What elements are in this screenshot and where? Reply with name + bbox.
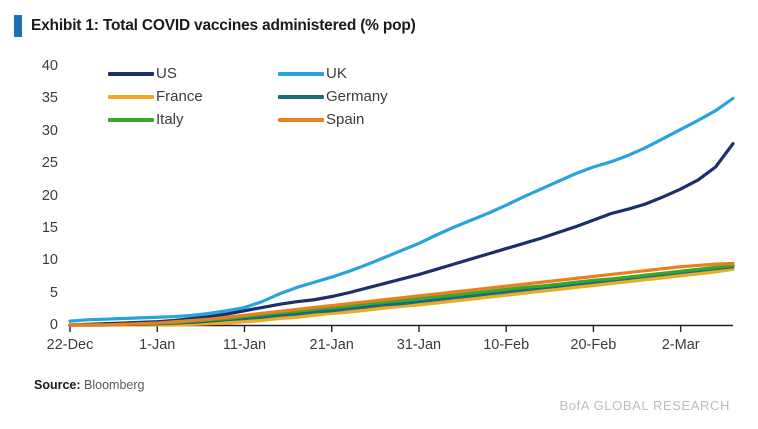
x-axis-tick-label: 21-Jan xyxy=(309,337,354,353)
legend-label: US xyxy=(156,65,177,82)
legend-swatch-icon xyxy=(108,94,154,99)
exhibit-title: Exhibit 1: Total COVID vaccines administ… xyxy=(14,12,416,40)
research-watermark: BofA GLOBAL RESEARCH xyxy=(559,398,730,413)
x-axis-tick-label: 1-Jan xyxy=(139,337,176,353)
legend-item-spain[interactable]: Spain xyxy=(278,108,448,131)
source-value: Bloomberg xyxy=(84,378,145,392)
legend-label: UK xyxy=(326,65,347,82)
source-label: Source: xyxy=(34,378,81,392)
y-axis-tick-label: 40 xyxy=(41,58,58,74)
legend-item-us[interactable]: US xyxy=(108,62,278,85)
series-line-spain xyxy=(68,261,735,327)
legend-swatch-icon xyxy=(278,71,324,76)
legend-swatch-icon xyxy=(108,117,154,122)
legend-label: Italy xyxy=(156,111,184,128)
y-axis-tick-label: 30 xyxy=(41,122,58,139)
source-note: Source: Bloomberg xyxy=(34,378,144,392)
title-accent-bar xyxy=(14,15,22,37)
legend-item-italy[interactable]: Italy xyxy=(108,108,278,131)
legend-label: Spain xyxy=(326,111,365,128)
line-chart-svg xyxy=(68,96,735,332)
legend-swatch-icon xyxy=(278,117,324,122)
series-line-uk xyxy=(68,96,735,323)
legend-item-germany[interactable]: Germany xyxy=(278,85,448,108)
y-axis-tick-label: 35 xyxy=(41,90,58,107)
x-axis-tick-label: 31-Jan xyxy=(396,337,442,353)
y-axis-tick-label: 10 xyxy=(41,252,58,269)
legend-swatch-icon xyxy=(278,94,324,99)
x-axis-tick-label: 2-Mar xyxy=(661,337,700,353)
x-axis-tick-label: 22-Dec xyxy=(46,337,94,353)
legend-label: France xyxy=(156,88,203,105)
legend-label: Germany xyxy=(326,88,388,105)
y-axis-tick-label: 25 xyxy=(41,155,58,172)
y-axis-tick-label: 5 xyxy=(49,284,58,301)
legend-item-france[interactable]: France xyxy=(108,85,278,108)
legend-swatch-icon xyxy=(108,71,154,76)
y-axis-tick-label: 15 xyxy=(41,219,58,236)
page-title: Exhibit 1: Total COVID vaccines administ… xyxy=(31,17,416,34)
x-axis-tick-label: 11-Jan xyxy=(222,337,267,353)
x-axis-tick-label: 20-Feb xyxy=(570,337,617,353)
chart-legend: US UK France Germany Italy Spain xyxy=(108,62,448,131)
x-axis-tick-label: 10-Feb xyxy=(483,337,530,353)
series-line-france xyxy=(68,267,735,327)
y-axis-tick-label: 20 xyxy=(41,187,58,204)
chart-area: 0 5 10 15 20 25 30 35 40 22-Dec 1-Jan 11-Jan 21-Jan… xyxy=(0,44,758,364)
legend-item-uk[interactable]: UK xyxy=(278,62,448,85)
y-axis-tick-label: 0 xyxy=(49,317,58,333)
